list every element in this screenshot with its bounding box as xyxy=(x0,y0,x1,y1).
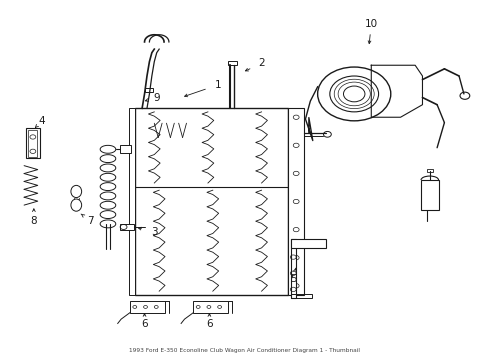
Bar xyxy=(193,301,228,313)
Bar xyxy=(26,128,40,158)
Bar xyxy=(290,239,295,298)
Text: 7: 7 xyxy=(87,216,94,226)
Bar xyxy=(28,130,37,157)
Text: 6: 6 xyxy=(205,319,212,329)
Circle shape xyxy=(317,67,390,121)
Text: 4: 4 xyxy=(39,116,45,126)
Ellipse shape xyxy=(71,199,81,211)
Bar xyxy=(130,301,164,313)
Bar xyxy=(227,61,237,65)
Bar xyxy=(290,294,311,298)
Bar xyxy=(426,168,432,172)
Ellipse shape xyxy=(71,185,81,198)
Bar xyxy=(288,108,304,295)
Bar xyxy=(135,108,288,295)
Bar xyxy=(420,180,438,211)
Text: 2: 2 xyxy=(258,58,264,68)
Bar xyxy=(129,108,135,295)
Text: 1993 Ford E-350 Econoline Club Wagon Air Conditioner Diagram 1 - Thumbnail: 1993 Ford E-350 Econoline Club Wagon Air… xyxy=(129,348,359,353)
Bar xyxy=(120,145,131,153)
Bar xyxy=(144,88,153,92)
Polygon shape xyxy=(370,65,422,117)
Bar xyxy=(290,239,325,248)
Bar xyxy=(120,224,134,230)
Text: 6: 6 xyxy=(141,319,147,329)
Text: 8: 8 xyxy=(30,216,37,226)
Text: 1: 1 xyxy=(214,80,221,90)
Text: 5: 5 xyxy=(289,274,296,284)
Text: 3: 3 xyxy=(151,227,157,237)
Text: 9: 9 xyxy=(153,93,160,103)
Text: 10: 10 xyxy=(364,19,377,29)
